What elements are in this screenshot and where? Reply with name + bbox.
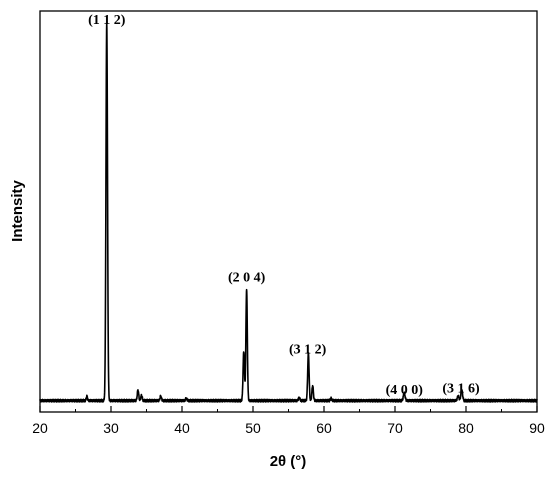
x-tick-label: 60 — [316, 420, 332, 436]
x-ticks — [39, 406, 538, 412]
peak-label-a316: (3 1 6) — [442, 381, 480, 396]
x-axis-title: 2θ (°) — [270, 453, 307, 470]
x-tick-label: 90 — [529, 420, 545, 436]
x-tick-label: 80 — [458, 420, 474, 436]
x-tick-labels: 20 30 40 50 60 70 80 90 — [32, 420, 545, 436]
x-tick-label: 20 — [32, 420, 48, 436]
y-axis-title: Intensity — [9, 180, 26, 242]
x-tick-label: 70 — [387, 420, 403, 436]
peak-label-a312: (3 1 2) — [289, 342, 327, 357]
peak-label-a112: (1 1 2) — [88, 13, 126, 28]
x-tick-label: 50 — [245, 420, 261, 436]
peak-annotations: (1 1 2) (2 0 4) (3 1 2) (4 0 0) (3 1 6) — [88, 13, 480, 398]
peak-label-a204: (2 0 4) — [228, 270, 266, 285]
diffraction-curve — [39, 21, 538, 403]
x-tick-label: 40 — [174, 420, 190, 436]
x-tick-label: 30 — [103, 420, 119, 436]
peak-label-a400: (4 0 0) — [386, 383, 424, 398]
